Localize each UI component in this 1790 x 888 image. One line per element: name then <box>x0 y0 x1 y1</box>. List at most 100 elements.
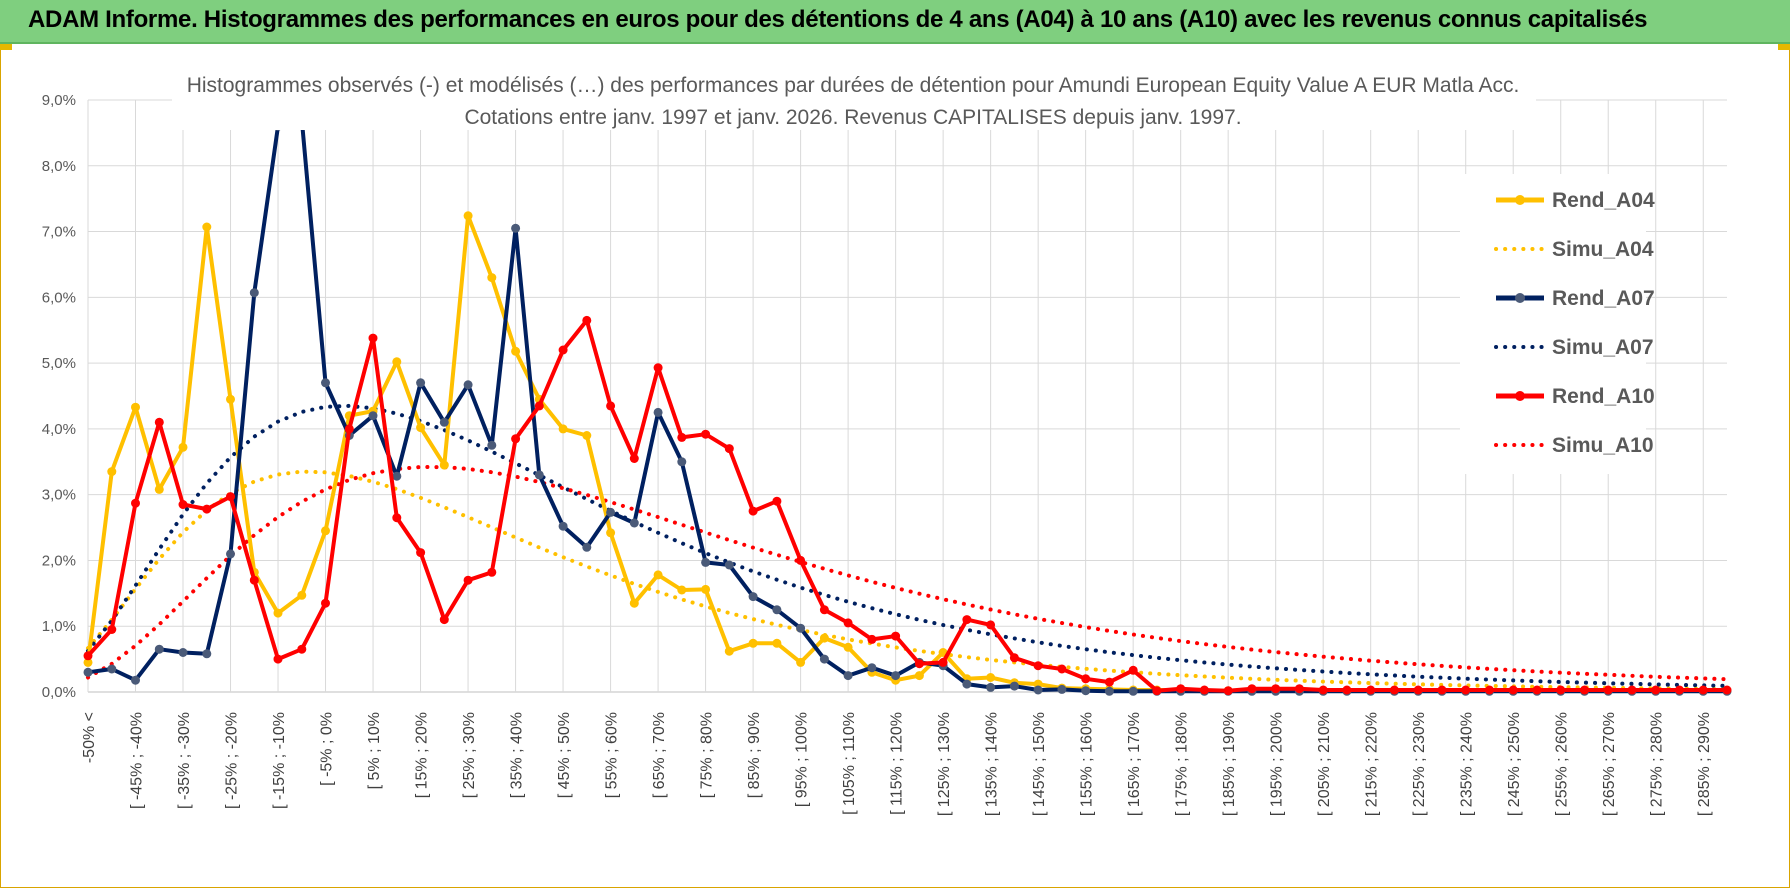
data-point-rend_a10 <box>748 506 758 516</box>
data-point-rend_a10 <box>843 618 853 628</box>
data-point-rend_a07 <box>653 407 663 417</box>
data-point-rend_a10 <box>1461 685 1471 695</box>
data-point-rend_a10 <box>1722 685 1732 695</box>
data-point-rend_a04 <box>558 424 568 434</box>
series-line-simu_a04 <box>86 469 1729 692</box>
data-point-rend_a04 <box>653 570 663 580</box>
x-tick-label: [ 95% ; 100% <box>794 712 811 807</box>
legend-marker-rend_a07 <box>1515 293 1525 303</box>
data-point-rend_a07 <box>796 623 806 633</box>
data-point-rend_a04 <box>701 584 711 594</box>
data-point-rend_a04 <box>796 657 806 667</box>
x-tick-label: -50% < <box>81 712 98 763</box>
x-tick-label: [ 35% ; 40% <box>509 712 526 798</box>
data-point-rend_a10 <box>1176 684 1186 694</box>
data-point-rend_a04 <box>843 642 853 652</box>
data-point-rend_a04 <box>416 423 426 433</box>
data-point-rend_a10 <box>629 454 639 463</box>
series-line-rend_a10 <box>86 318 1727 693</box>
data-point-rend_a10 <box>178 500 188 509</box>
data-point-rend_a10 <box>344 424 354 434</box>
data-point-rend_a04 <box>748 638 758 648</box>
y-tick-label: 8,0% <box>42 158 76 175</box>
data-point-rend_a07 <box>1033 685 1043 695</box>
data-point-rend_a07 <box>962 679 972 689</box>
data-point-rend_a10 <box>914 659 924 669</box>
x-tick-label: [ 125% ; 130% <box>936 712 953 816</box>
data-point-rend_a10 <box>1199 685 1209 695</box>
x-tick-label: [ 85% ; 90% <box>746 712 763 798</box>
data-point-rend_a04 <box>819 633 829 643</box>
data-point-rend_a10 <box>867 634 877 644</box>
series-layer <box>83 115 1732 696</box>
x-tick-label: [ 275% ; 280% <box>1649 712 1666 816</box>
data-point-rend_a07 <box>677 457 687 467</box>
data-point-rend_a10 <box>796 555 806 565</box>
x-tick-label: [ -15% ; -10% <box>271 712 288 809</box>
legend-label-simu_a07: Simu_A07 <box>1552 336 1654 359</box>
data-point-rend_a10 <box>938 657 948 667</box>
legend-background <box>1460 174 1646 474</box>
data-point-rend_a10 <box>1485 685 1494 695</box>
data-point-rend_a07 <box>558 521 568 531</box>
data-point-rend_a07 <box>534 470 544 480</box>
data-point-rend_a10 <box>962 615 972 625</box>
y-tick-label: 2,0% <box>42 552 76 569</box>
data-point-rend_a10 <box>297 644 307 654</box>
data-point-rend_a04 <box>582 431 592 440</box>
data-point-rend_a07 <box>748 592 758 602</box>
data-point-rend_a04 <box>463 211 473 221</box>
data-point-rend_a10 <box>1508 685 1518 695</box>
data-point-rend_a10 <box>1556 685 1566 695</box>
legend-label-rend_a10: Rend_A10 <box>1552 385 1655 408</box>
data-point-rend_a07 <box>439 417 449 427</box>
x-axis: -50% < [ -45% ; -40% [ -35% ; -30% [ -25% ;… <box>81 712 1713 816</box>
data-point-rend_a07 <box>629 518 639 528</box>
data-point-rend_a04 <box>914 671 924 681</box>
x-tick-label: [ 195% ; 200% <box>1269 712 1286 816</box>
data-point-rend_a10 <box>1081 674 1091 684</box>
x-tick-label: [ 75% ; 80% <box>699 712 716 798</box>
chart-title: Histogrammes observés (-) et modélisés (… <box>187 74 1520 97</box>
data-point-rend_a10 <box>1651 685 1661 695</box>
x-tick-label: [ 105% ; 110% <box>841 712 858 815</box>
data-point-rend_a10 <box>1104 677 1114 687</box>
data-point-rend_a10 <box>226 492 235 502</box>
data-point-rend_a10 <box>1009 653 1019 663</box>
x-tick-label: [ 215% ; 220% <box>1364 712 1381 816</box>
data-point-rend_a10 <box>1532 685 1542 695</box>
data-point-rend_a07 <box>202 649 212 659</box>
data-point-rend_a07 <box>772 605 782 615</box>
data-point-rend_a10 <box>1318 685 1328 695</box>
data-point-rend_a07 <box>487 440 497 450</box>
x-tick-label: [ 45% ; 50% <box>556 712 573 798</box>
data-point-rend_a04 <box>83 657 93 667</box>
data-point-rend_a04 <box>392 357 402 367</box>
x-tick-label: [ -45% ; -40% <box>129 712 146 809</box>
x-tick-label: [ 25% ; 30% <box>461 712 478 798</box>
title-banner: ADAM Informe. Histogrammes des performan… <box>0 0 1790 44</box>
data-point-rend_a07 <box>1128 686 1138 696</box>
legend-label-simu_a10: Simu_A10 <box>1552 434 1654 457</box>
data-point-rend_a10 <box>1627 685 1637 695</box>
data-point-rend_a07 <box>154 644 164 654</box>
data-point-rend_a10 <box>819 605 829 615</box>
data-point-rend_a04 <box>606 528 616 538</box>
data-point-rend_a04 <box>226 394 235 404</box>
x-tick-label: [ 185% ; 190% <box>1221 712 1238 816</box>
page-title: ADAM Informe. Histogrammes des performan… <box>28 6 1648 33</box>
data-point-rend_a07 <box>724 560 734 570</box>
y-tick-label: 4,0% <box>42 421 76 438</box>
x-tick-label: [ 15% ; 20% <box>414 712 431 798</box>
data-point-rend_a07 <box>131 675 140 685</box>
x-tick-label: [ 175% ; 180% <box>1174 712 1191 816</box>
data-point-rend_a10 <box>439 615 449 625</box>
data-point-rend_a10 <box>392 513 402 523</box>
data-point-rend_a07 <box>1081 686 1091 696</box>
data-point-rend_a10 <box>154 417 164 427</box>
y-tick-label: 5,0% <box>42 355 76 372</box>
data-point-rend_a07 <box>178 648 188 657</box>
x-tick-label: [ 55% ; 60% <box>604 712 621 798</box>
legend: Rend_A04 Simu_A04 Rend_A07 Simu_A07 Rend_A10… <box>1494 189 1655 457</box>
data-point-rend_a10 <box>1413 685 1423 695</box>
